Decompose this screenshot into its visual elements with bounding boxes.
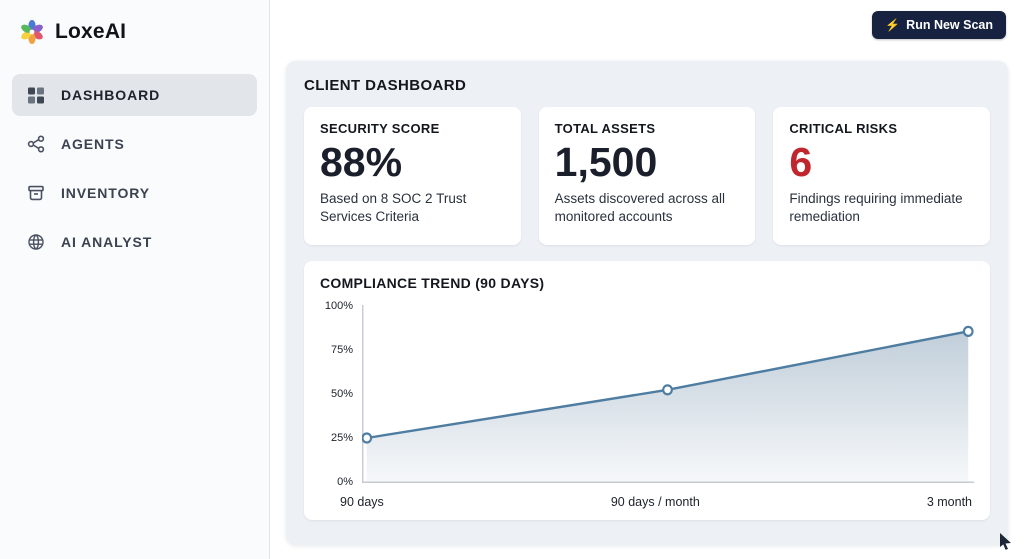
card-description: Findings requiring immediate remediation xyxy=(789,191,963,225)
chart-x-axis: 90 days 90 days / month 3 month xyxy=(340,495,972,509)
y-tick-label: 75% xyxy=(330,344,353,356)
y-tick-label: 25% xyxy=(330,432,353,444)
main-content: ⚡ Run New Scan CLIENT DASHBOARD SECURITY… xyxy=(270,0,1024,559)
security-score-card: SECURITY SCORE 88% Based on 8 SOC 2 Trus… xyxy=(304,107,521,245)
ai-analyst-globe-icon xyxy=(26,232,46,252)
sidebar-item-agents[interactable]: AGENTS xyxy=(12,123,257,165)
topbar: ⚡ Run New Scan xyxy=(270,0,1024,50)
card-title: CRITICAL RISKS xyxy=(789,121,898,136)
stat-cards-row: SECURITY SCORE 88% Based on 8 SOC 2 Trus… xyxy=(304,107,991,245)
sidebar-item-ai-analyst[interactable]: AI ANALYST xyxy=(12,221,257,263)
sidebar-item-label: AI ANALYST xyxy=(61,234,153,250)
run-new-scan-label: Run New Scan xyxy=(906,18,993,32)
security-score-value: 88% xyxy=(320,139,403,185)
critical-risks-value: 6 xyxy=(789,139,813,185)
app-name: LoxeAI xyxy=(55,20,127,43)
sidebar-nav: DASHBOARD AGENTS INVENTORY xyxy=(12,74,257,263)
flower-star-icon xyxy=(18,18,46,46)
sidebar-item-label: DASHBOARD xyxy=(61,87,161,103)
agents-network-icon xyxy=(26,134,46,154)
run-new-scan-button[interactable]: ⚡ Run New Scan xyxy=(872,11,1006,39)
mouse-cursor xyxy=(998,532,1014,555)
total-assets-value: 1,500 xyxy=(554,139,658,185)
x-tick-label: 3 month xyxy=(926,495,972,509)
total-assets-card: TOTAL ASSETS 1,500 Assets discovered acr… xyxy=(538,107,756,245)
sidebar-item-dashboard[interactable]: DASHBOARD xyxy=(12,74,257,116)
chart-plot-area xyxy=(362,305,974,488)
data-point xyxy=(962,325,974,337)
sidebar: LoxeAI DASHBOARD AGENTS xyxy=(0,0,270,559)
card-description: Based on 8 SOC 2 Trust Services Criteria xyxy=(320,191,467,225)
card-title: SECURITY SCORE xyxy=(320,121,440,136)
data-point xyxy=(662,384,673,396)
card-title: TOTAL ASSETS xyxy=(554,121,656,136)
compliance-trend-card: COMPLIANCE TREND (90 DAYS) 100% 75% 50% 25%… xyxy=(304,261,990,520)
trend-area xyxy=(366,331,969,482)
data-point xyxy=(362,432,373,444)
x-tick-label: 90 days xyxy=(340,495,384,509)
y-tick-label: 50% xyxy=(330,388,353,400)
dashboard-panel: CLIENT DASHBOARD SECURITY SCORE 88% Base… xyxy=(286,61,1008,545)
trend-line-chart xyxy=(362,305,974,483)
card-description: Assets discovered across all monitored a… xyxy=(554,191,725,225)
inventory-box-icon xyxy=(26,183,46,203)
dashboard-grid-icon xyxy=(26,85,46,105)
chart-y-axis: 100% 75% 50% 25% 0% xyxy=(320,300,362,488)
chart-body: 100% 75% 50% 25% 0% xyxy=(320,300,974,488)
brand: LoxeAI xyxy=(12,14,257,66)
x-tick-label: 90 days / month xyxy=(610,495,700,509)
chart-title: COMPLIANCE TREND (90 DAYS) xyxy=(320,275,545,291)
page-title: CLIENT DASHBOARD xyxy=(304,77,467,94)
lightning-icon: ⚡ xyxy=(885,18,901,32)
critical-risks-card: CRITICAL RISKS 6 Findings requiring imme… xyxy=(773,107,991,245)
y-tick-label: 100% xyxy=(324,300,353,312)
y-tick-label: 0% xyxy=(337,476,353,488)
sidebar-item-label: INVENTORY xyxy=(61,185,151,201)
sidebar-item-label: AGENTS xyxy=(61,136,125,152)
sidebar-item-inventory[interactable]: INVENTORY xyxy=(12,172,257,214)
